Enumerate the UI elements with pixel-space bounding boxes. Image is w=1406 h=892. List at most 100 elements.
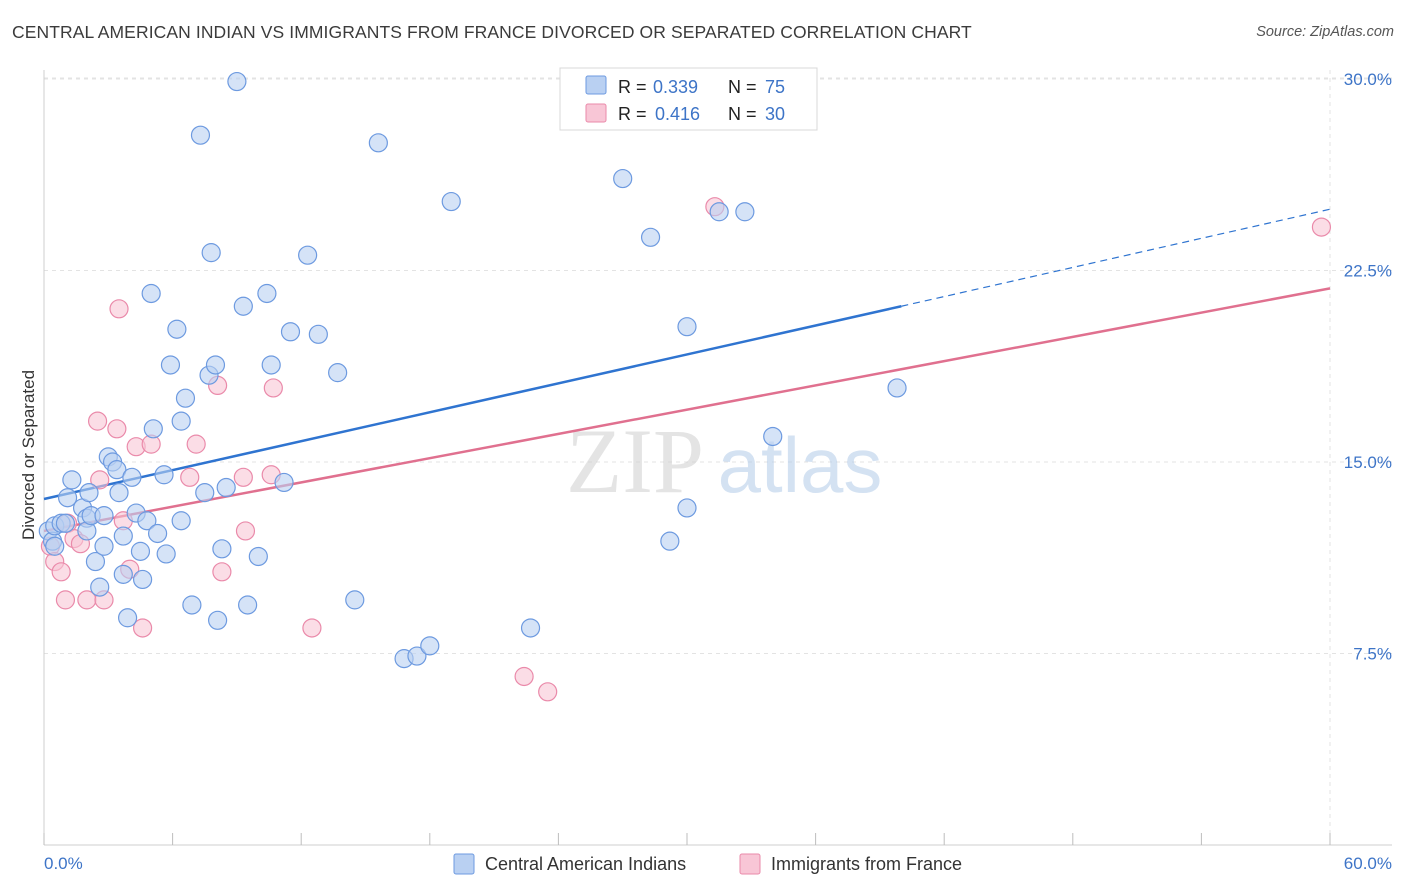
point-central-american-indians-55 xyxy=(280,322,301,342)
point-central-american-indians-21 xyxy=(113,526,133,546)
data-points xyxy=(38,71,1332,702)
point-immigrants-from-france-2 xyxy=(51,562,71,582)
point-immigrants-from-france-30 xyxy=(1311,217,1332,237)
point-central-american-indians-67 xyxy=(640,227,661,247)
point-central-american-indians-19 xyxy=(107,460,127,480)
point-central-american-indians-32 xyxy=(154,465,174,485)
point-immigrants-from-france-9 xyxy=(90,470,110,490)
grid xyxy=(44,70,1392,845)
point-immigrants-from-france-16 xyxy=(132,618,153,638)
legend-n-label-2: N = xyxy=(728,104,757,124)
point-central-american-indians-26 xyxy=(130,541,151,561)
point-central-american-indians-60 xyxy=(368,133,388,153)
point-central-american-indians-35 xyxy=(167,319,187,339)
point-central-american-indians-58 xyxy=(328,363,348,383)
point-central-american-indians-14 xyxy=(90,577,110,597)
trend-line-immigrants-from-france xyxy=(43,287,1331,533)
point-central-american-indians-52 xyxy=(257,283,277,304)
point-central-american-indians-71 xyxy=(709,202,729,222)
point-central-american-indians-70 xyxy=(677,498,697,518)
series-legend-swatch-pink xyxy=(739,853,761,875)
point-central-american-indians-31 xyxy=(147,523,168,544)
point-immigrants-from-france-21 xyxy=(212,562,232,582)
series-legend: Central American Indians Immigrants from… xyxy=(453,853,962,875)
series-legend-label-blue: Central American Indians xyxy=(485,854,686,874)
point-central-american-indians-72 xyxy=(735,202,755,222)
y-tick-label-1: 15.0% xyxy=(1344,453,1392,472)
point-central-american-indians-12 xyxy=(79,483,99,503)
point-central-american-indians-3 xyxy=(45,536,65,556)
point-immigrants-from-france-11 xyxy=(107,419,127,439)
trend-line-central-american-indians-extension xyxy=(901,208,1331,307)
point-central-american-indians-73 xyxy=(763,426,783,447)
point-central-american-indians-7 xyxy=(62,470,82,490)
point-central-american-indians-50 xyxy=(238,595,258,615)
point-central-american-indians-22 xyxy=(113,564,133,584)
trend-lines xyxy=(43,208,1331,533)
point-central-american-indians-38 xyxy=(175,388,196,408)
point-central-american-indians-29 xyxy=(141,283,161,304)
point-central-american-indians-44 xyxy=(205,355,226,375)
point-central-american-indians-13 xyxy=(85,551,106,572)
point-immigrants-from-france-19 xyxy=(186,434,206,454)
point-immigrants-from-france-8 xyxy=(87,411,108,431)
source-label: Source: ZipAtlas.com xyxy=(1256,24,1394,40)
legend-n-value-1: 75 xyxy=(765,77,785,97)
legend-n-label-1: N = xyxy=(728,77,757,97)
series-legend-swatch-blue xyxy=(453,853,475,875)
point-central-american-indians-27 xyxy=(132,569,153,590)
point-central-american-indians-54 xyxy=(274,472,294,493)
point-central-american-indians-49 xyxy=(233,296,253,316)
point-immigrants-from-france-26 xyxy=(302,618,322,638)
legend-n-value-2: 30 xyxy=(765,104,785,124)
point-central-american-indians-5 xyxy=(55,513,76,533)
point-central-american-indians-63 xyxy=(420,636,440,656)
point-central-american-indians-40 xyxy=(190,125,211,145)
point-central-american-indians-68 xyxy=(660,531,680,551)
x-tick-label-max: 60.0% xyxy=(1344,854,1392,873)
legend-swatch-blue xyxy=(585,75,607,95)
series-legend-label-pink: Immigrants from France xyxy=(771,854,962,874)
trend-line-central-american-indians xyxy=(43,305,902,501)
legend-r-value-1: 0.339 xyxy=(653,77,698,97)
point-immigrants-from-france-22 xyxy=(233,467,253,487)
point-central-american-indians-59 xyxy=(345,590,365,610)
point-central-american-indians-37 xyxy=(171,511,191,531)
y-tick-label-3: 30.0% xyxy=(1344,70,1392,89)
point-central-american-indians-43 xyxy=(201,243,221,263)
point-central-american-indians-47 xyxy=(216,477,236,498)
y-tick-labels: 7.5% 15.0% 22.5% 30.0% xyxy=(1344,70,1392,664)
stats-legend: R = 0.339 N = 75 R = 0.416 N = 30 xyxy=(559,67,818,131)
point-central-american-indians-46 xyxy=(212,539,232,559)
point-central-american-indians-45 xyxy=(208,610,228,630)
axes xyxy=(43,70,1392,846)
point-central-american-indians-20 xyxy=(109,483,129,503)
watermark-atlas: atlas xyxy=(718,421,883,509)
point-immigrants-from-france-23 xyxy=(235,521,256,541)
point-central-american-indians-48 xyxy=(227,71,247,92)
watermark: ZIP atlas xyxy=(566,410,882,512)
point-central-american-indians-28 xyxy=(137,511,157,531)
point-central-american-indians-41 xyxy=(195,483,215,503)
legend-swatch-pink xyxy=(585,103,607,123)
watermark-zip: ZIP xyxy=(566,410,704,512)
point-immigrants-from-france-24 xyxy=(263,378,283,398)
point-central-american-indians-30 xyxy=(143,419,163,439)
point-central-american-indians-53 xyxy=(261,355,281,375)
point-central-american-indians-56 xyxy=(298,245,318,265)
point-central-american-indians-57 xyxy=(308,324,328,344)
point-immigrants-from-france-18 xyxy=(180,467,200,487)
legend-r-value-2: 0.416 xyxy=(655,104,700,124)
point-central-american-indians-33 xyxy=(156,544,176,564)
point-central-american-indians-23 xyxy=(117,608,138,628)
point-central-american-indians-6 xyxy=(57,488,78,508)
point-central-american-indians-34 xyxy=(160,355,181,375)
point-central-american-indians-15 xyxy=(94,506,114,526)
point-immigrants-from-france-3 xyxy=(55,590,76,610)
point-central-american-indians-65 xyxy=(520,618,541,638)
point-central-american-indians-24 xyxy=(122,467,142,487)
point-central-american-indians-39 xyxy=(182,595,202,615)
legend-r-label-2: R = xyxy=(618,104,647,124)
point-central-american-indians-64 xyxy=(441,191,461,212)
